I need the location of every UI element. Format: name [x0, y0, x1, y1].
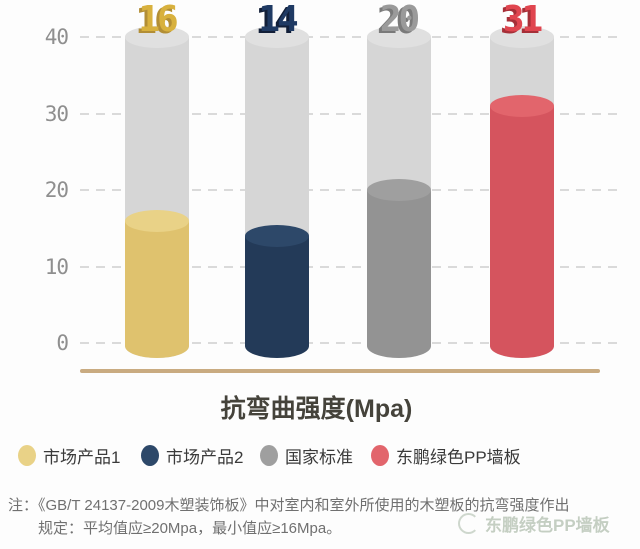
- bar-value-label: 14: [258, 0, 298, 40]
- bar-fill: [125, 220, 189, 358]
- y-axis-tick-label: 20: [44, 178, 69, 202]
- bar-fill-top: [366, 179, 431, 201]
- brand-logo-icon: [458, 513, 479, 534]
- y-axis-tick-label: 30: [44, 101, 69, 126]
- bar-fill: [245, 235, 309, 358]
- gridline-10: [80, 265, 622, 268]
- legend-item-4: 东鹏绿色PP墙板: [371, 443, 521, 468]
- bar-fill-top: [245, 224, 309, 247]
- bar-fill: [366, 190, 431, 358]
- note-line-1: 注：《GB/T 24137-2009木塑装饰板》中对室内和室外所使用的木塑板的抗…: [8, 497, 570, 514]
- y-axis-tick-label: 40: [44, 25, 69, 49]
- bar-value-label: 20: [379, 0, 420, 40]
- gridline-40: [80, 36, 622, 38]
- bar-fill-top: [125, 209, 189, 232]
- chart-title: 抗弯曲强度(Mpa): [220, 395, 413, 423]
- gridline-0: [80, 342, 622, 344]
- bar-value-label: 31: [502, 0, 543, 40]
- legend-swatch-icon: [260, 445, 278, 466]
- bar-fill: [489, 105, 554, 358]
- y-axis-tick-label: 0: [56, 331, 69, 355]
- bar-tube-top: [489, 26, 554, 48]
- note-line-2: 规定：平均值应≥20Mpa，最小值应≥16Mpa。: [38, 520, 342, 537]
- bar-tube-top: [366, 26, 431, 48]
- watermark-text: 东鹏绿色PP墙板: [485, 516, 610, 535]
- y-axis-tick-label: 10: [44, 254, 69, 279]
- bar-tube-top: [125, 26, 189, 48]
- gridline-20: [80, 189, 622, 191]
- legend-swatch-icon: [18, 445, 36, 466]
- legend-label: 市场产品2: [166, 448, 244, 467]
- legend-item-3: 国家标准: [260, 443, 353, 468]
- legend-item-1: 市场产品1: [18, 443, 120, 468]
- legend-swatch-icon: [141, 445, 159, 466]
- watermark: 东鹏绿色PP墙板: [458, 511, 610, 536]
- legend-label: 国家标准: [285, 448, 353, 467]
- legend-label: 市场产品1: [43, 448, 121, 467]
- x-axis-line: [80, 369, 600, 373]
- bar-value-label: 16: [138, 0, 178, 40]
- bar-fill-top: [489, 94, 554, 117]
- gridline-30: [80, 112, 622, 115]
- legend-item-2: 市场产品2: [141, 443, 243, 468]
- legend-label: 东鹏绿色PP墙板: [396, 448, 521, 467]
- bar-tube-top: [245, 26, 309, 48]
- legend-swatch-icon: [371, 445, 389, 466]
